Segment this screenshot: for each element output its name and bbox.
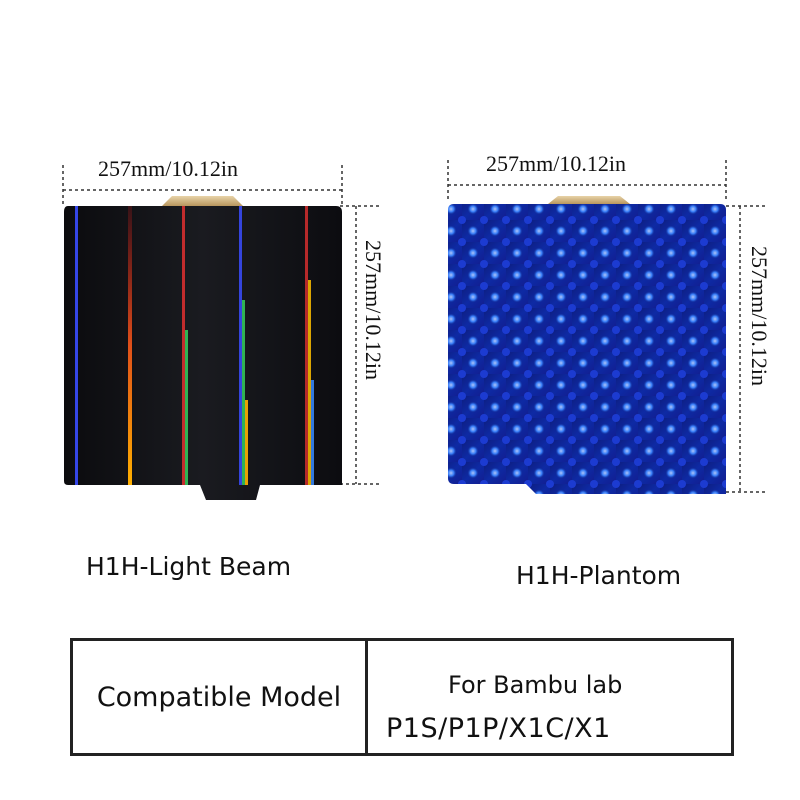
models-line: P1S/P1P/X1C/X1 [386,713,611,744]
right-height-label: 257mm/10.12in [747,246,772,386]
left-height-dimension [340,205,380,485]
brand-line: For Bambu lab [448,671,623,699]
plantom-plate [448,196,726,494]
left-width-label: 257mm/10.12in [98,156,238,181]
left-plate-name: H1H-Light Beam [86,552,292,581]
compatible-model-label: Compatible Model [73,641,368,753]
left-height-label: 257mm/10.12in [361,240,386,380]
left-width-dimension [62,165,343,205]
right-plate-name: H1H-Plantom [516,561,682,590]
right-width-dimension [447,160,727,200]
light-beam-plate [64,196,342,500]
compatibility-table: Compatible Model For Bambu lab P1S/P1P/X… [70,638,734,756]
compatible-model-value: For Bambu lab P1S/P1P/X1C/X1 [368,641,731,753]
right-width-label: 257mm/10.12in [486,151,626,176]
right-height-dimension [726,205,766,493]
